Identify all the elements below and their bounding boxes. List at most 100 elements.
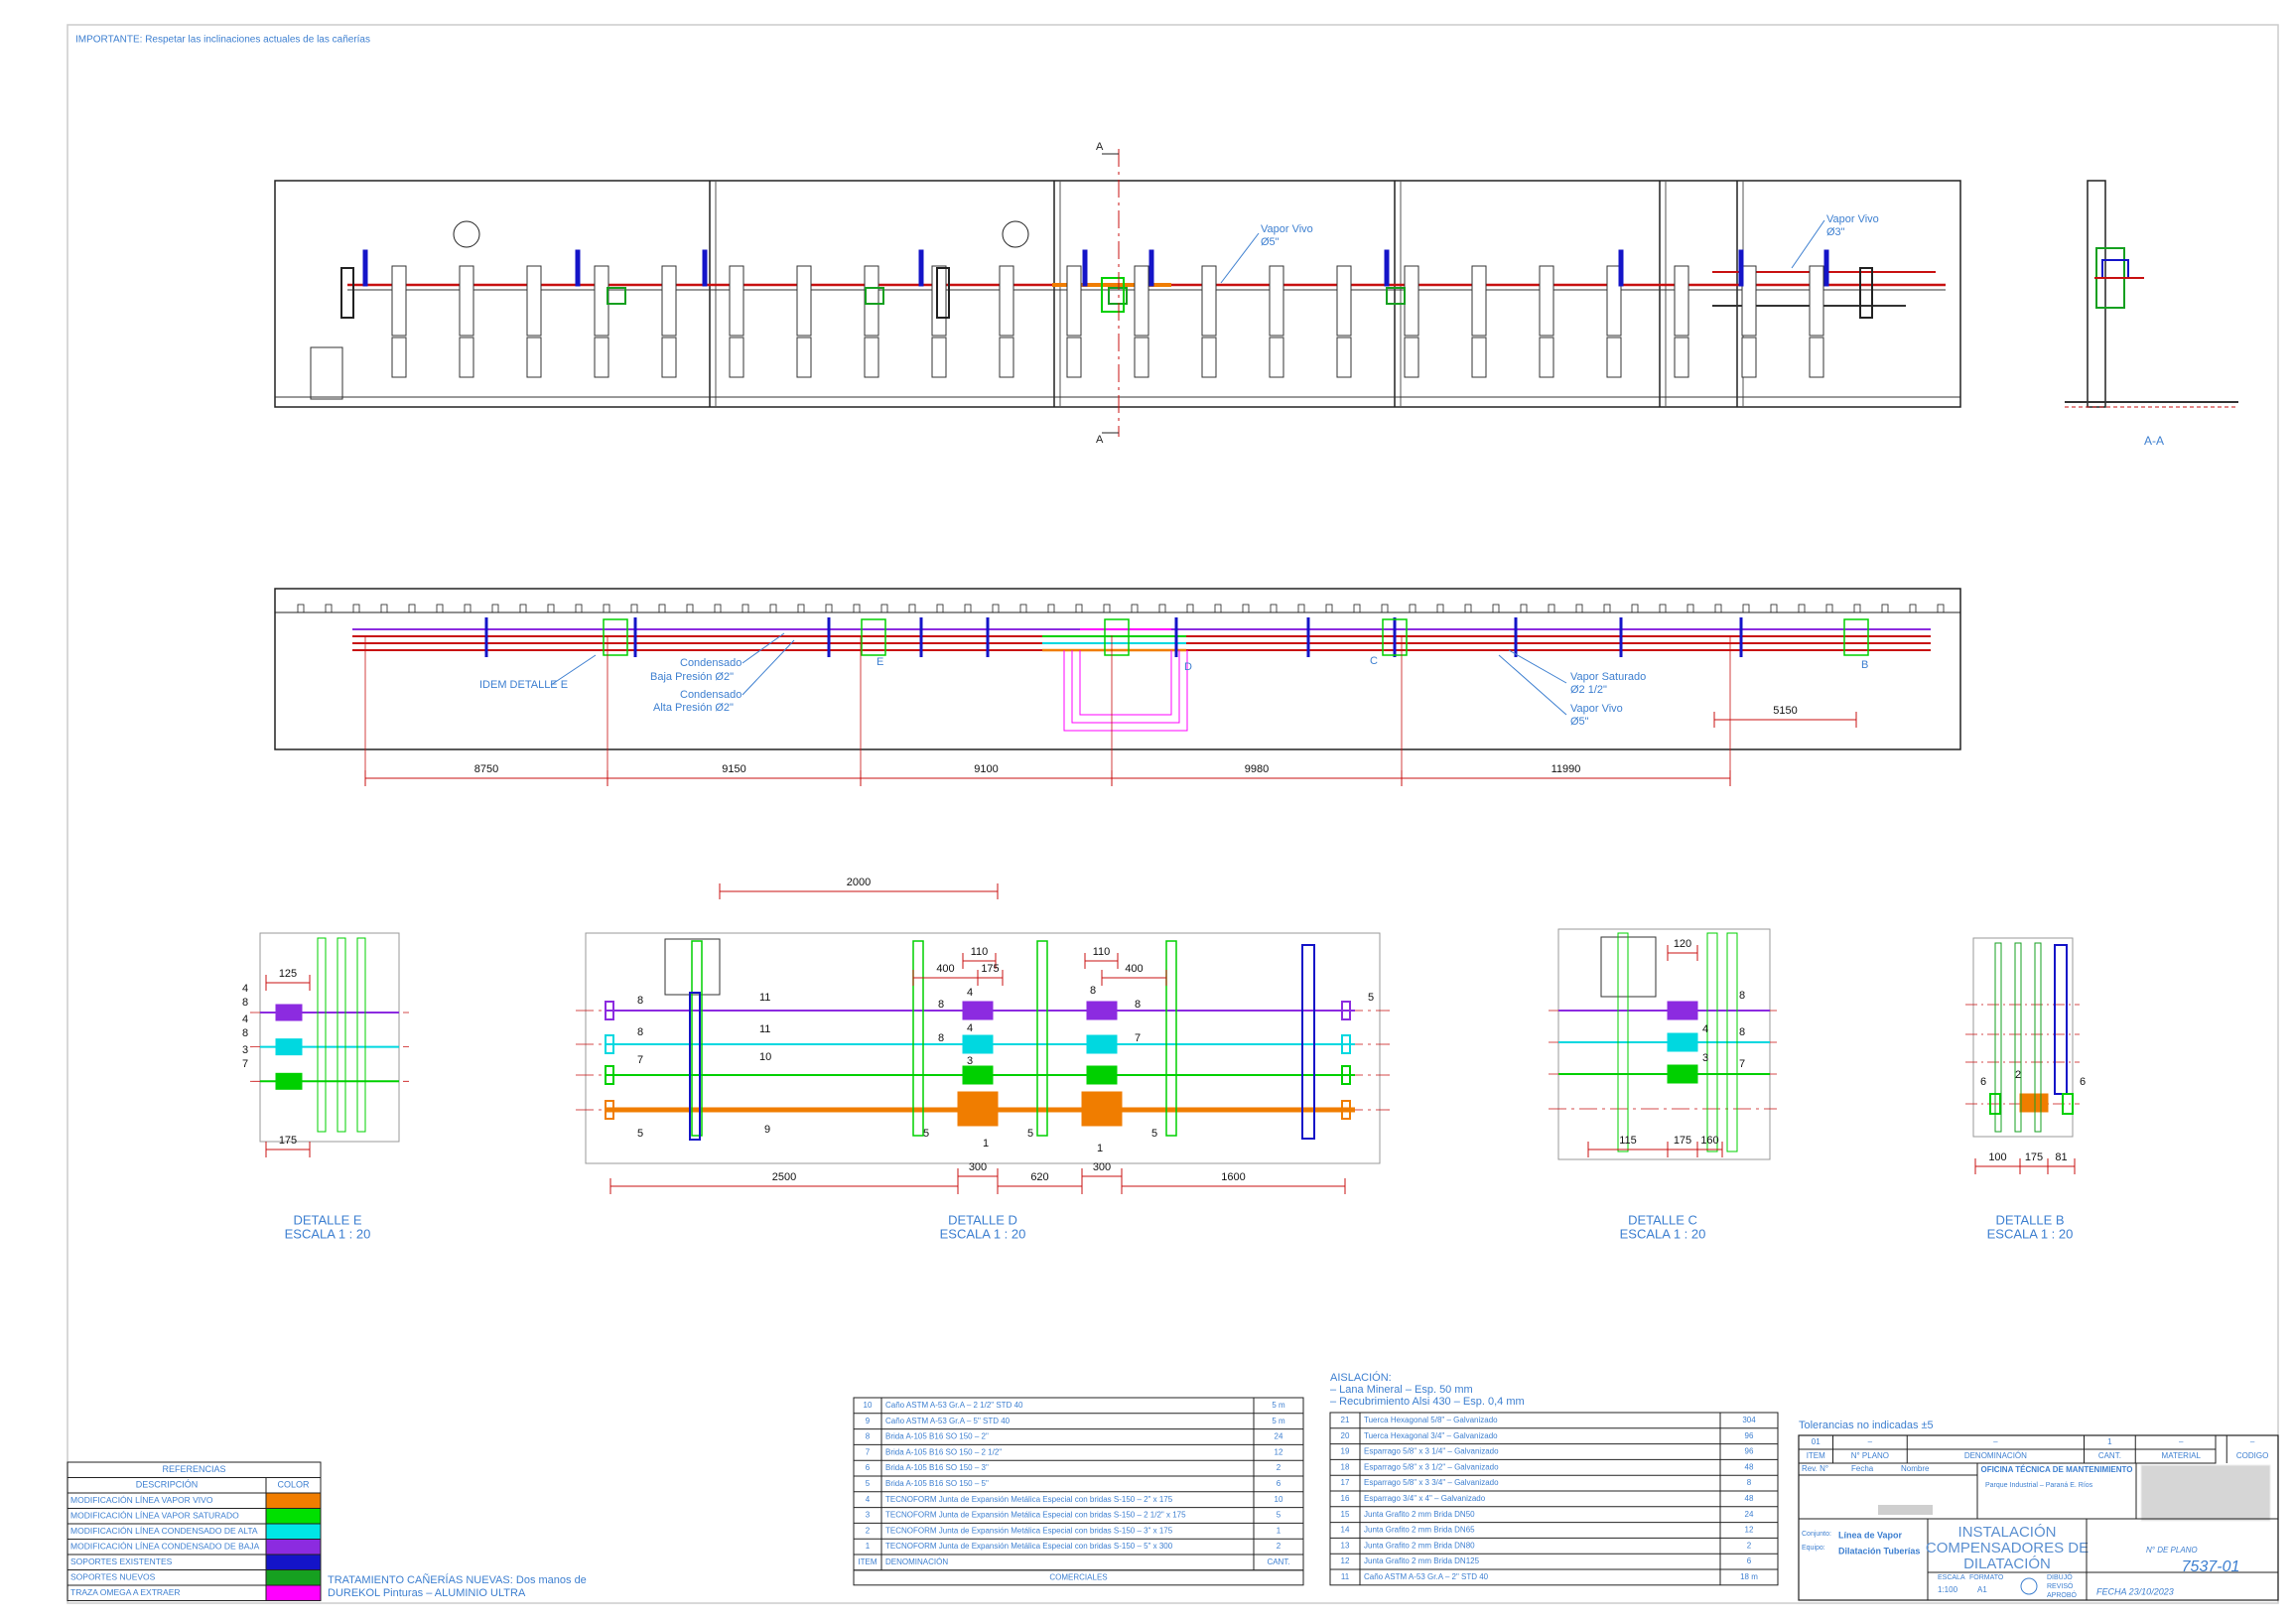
bom-cell: 12: [1275, 1447, 1283, 1456]
bracket: [297, 604, 305, 613]
omega-loop: [1063, 650, 1188, 732]
bom-cell: ITEM: [858, 1557, 877, 1566]
support: [1134, 337, 1149, 378]
callout: 8: [1739, 990, 1745, 1002]
dimension-text: 8750: [474, 763, 498, 775]
address: Parque Industrial – Paraná E. Ríos: [1985, 1482, 2093, 1489]
callout: 1: [983, 1138, 989, 1150]
detail-scale: ESCALA 1 : 20: [940, 1226, 1026, 1241]
callout: 8: [637, 995, 643, 1007]
bracket: [1798, 604, 1806, 613]
bom-cell: 2: [1277, 1463, 1281, 1472]
support: [1201, 337, 1217, 378]
label: Alta Presión Ø2": [653, 702, 734, 714]
elevation-frame: [274, 180, 1961, 408]
bom-cell: Tuerca Hexagonal 5/8" – Galvanizado: [1364, 1416, 1498, 1424]
bom-cell: Caño ASTM A-53 Gr.A – 5" STD 40: [885, 1417, 1011, 1425]
support: [1471, 337, 1487, 378]
dimension-text: 110: [971, 946, 989, 958]
bom-cell: 24: [1745, 1510, 1754, 1519]
bracket: [1297, 604, 1305, 613]
support: [459, 337, 474, 378]
callout: 6: [1980, 1076, 1986, 1088]
bom-cell: 2: [866, 1526, 871, 1535]
label: Ø5": [1570, 716, 1589, 728]
dimension-text: 100: [1988, 1151, 2006, 1163]
support-new: [912, 940, 924, 1137]
parts-cell: N° PLANO: [1851, 1451, 1889, 1460]
dimension-text: 110: [1093, 946, 1111, 958]
bracket: [1381, 604, 1389, 613]
dimension-text: 620: [1030, 1171, 1048, 1183]
support: [1606, 337, 1622, 378]
callout: 8: [637, 1026, 643, 1038]
bom-cell: 10: [1275, 1495, 1283, 1504]
support: [1809, 265, 1824, 337]
support: [729, 337, 744, 378]
dimension-text: 400: [936, 963, 954, 975]
support: [931, 337, 947, 378]
detail-scale: ESCALA 1 : 20: [1987, 1226, 2074, 1241]
callout: 5: [637, 1128, 643, 1140]
bom-cell: CANT.: [1267, 1557, 1289, 1566]
bracket: [1270, 604, 1278, 613]
label: Ø3": [1826, 226, 1845, 238]
reference-swatch: [265, 1508, 322, 1525]
table-header: DESCRIPCIÓN: [136, 1480, 199, 1490]
reference-swatch: [265, 1569, 322, 1586]
support-new: [1726, 932, 1738, 1152]
support-existing: [1618, 249, 1624, 287]
bracket: [742, 604, 749, 613]
support: [1809, 337, 1824, 378]
bom-cell: 6: [1747, 1556, 1752, 1565]
bracket: [769, 604, 777, 613]
bracket: [686, 604, 694, 613]
bom-cell: 6: [866, 1463, 871, 1472]
callout: 5: [1151, 1128, 1157, 1140]
valve: [340, 267, 354, 319]
reference-text: MODIFICACIÓN LÍNEA VAPOR SATURADO: [70, 1511, 239, 1521]
callout: 4: [967, 987, 973, 999]
bracket: [1909, 604, 1917, 613]
joint: [1086, 1001, 1118, 1020]
rev-cell: Fecha: [1851, 1464, 1874, 1473]
bom-cell: DENOMINACIÓN: [885, 1557, 948, 1566]
table-header: COLOR: [277, 1480, 310, 1490]
dimension-text: 125: [279, 968, 297, 980]
joint: [962, 1001, 994, 1020]
support: [526, 337, 542, 378]
joint: [1101, 277, 1125, 313]
office: OFICINA TÉCNICA DE MANTENIMIENTO: [1980, 1465, 2132, 1474]
callout: 4: [242, 1014, 248, 1025]
bom-cell: 10: [864, 1401, 873, 1410]
callout: 8: [242, 997, 248, 1009]
support: [1404, 265, 1419, 337]
joint: [1667, 1032, 1698, 1052]
reference-swatch: [265, 1492, 322, 1509]
bom-cell: 15: [1341, 1510, 1350, 1519]
support: [526, 265, 542, 337]
detail-frame: [1972, 937, 2074, 1138]
detail-mark: B: [1861, 659, 1868, 671]
drawing-title: COMPENSADORES DE: [1926, 1540, 2089, 1556]
parts-cell: –: [1868, 1437, 1873, 1446]
field-label: Conjunto:: [1802, 1531, 1831, 1538]
joint: [962, 1065, 994, 1085]
title-block: [1798, 1434, 2279, 1601]
support: [391, 265, 407, 337]
bom-cell: 11: [1341, 1572, 1350, 1581]
drawing-title: INSTALACIÓN: [1958, 1524, 2057, 1541]
note: IMPORTANTE: Respetar las inclinaciones a…: [75, 35, 370, 46]
callout: 5: [1368, 992, 1374, 1004]
bom-cell: Esparrago 5/8" x 3 1/4" – Galvanizado: [1364, 1447, 1499, 1456]
bracket: [1464, 604, 1472, 613]
detail-frame: [1557, 928, 1771, 1160]
leader: [1508, 649, 1567, 684]
field-label: Equipo:: [1802, 1545, 1825, 1552]
support-existing: [1082, 249, 1088, 287]
valve: [936, 267, 950, 319]
bracket: [1770, 604, 1778, 613]
bracket: [992, 604, 1000, 613]
